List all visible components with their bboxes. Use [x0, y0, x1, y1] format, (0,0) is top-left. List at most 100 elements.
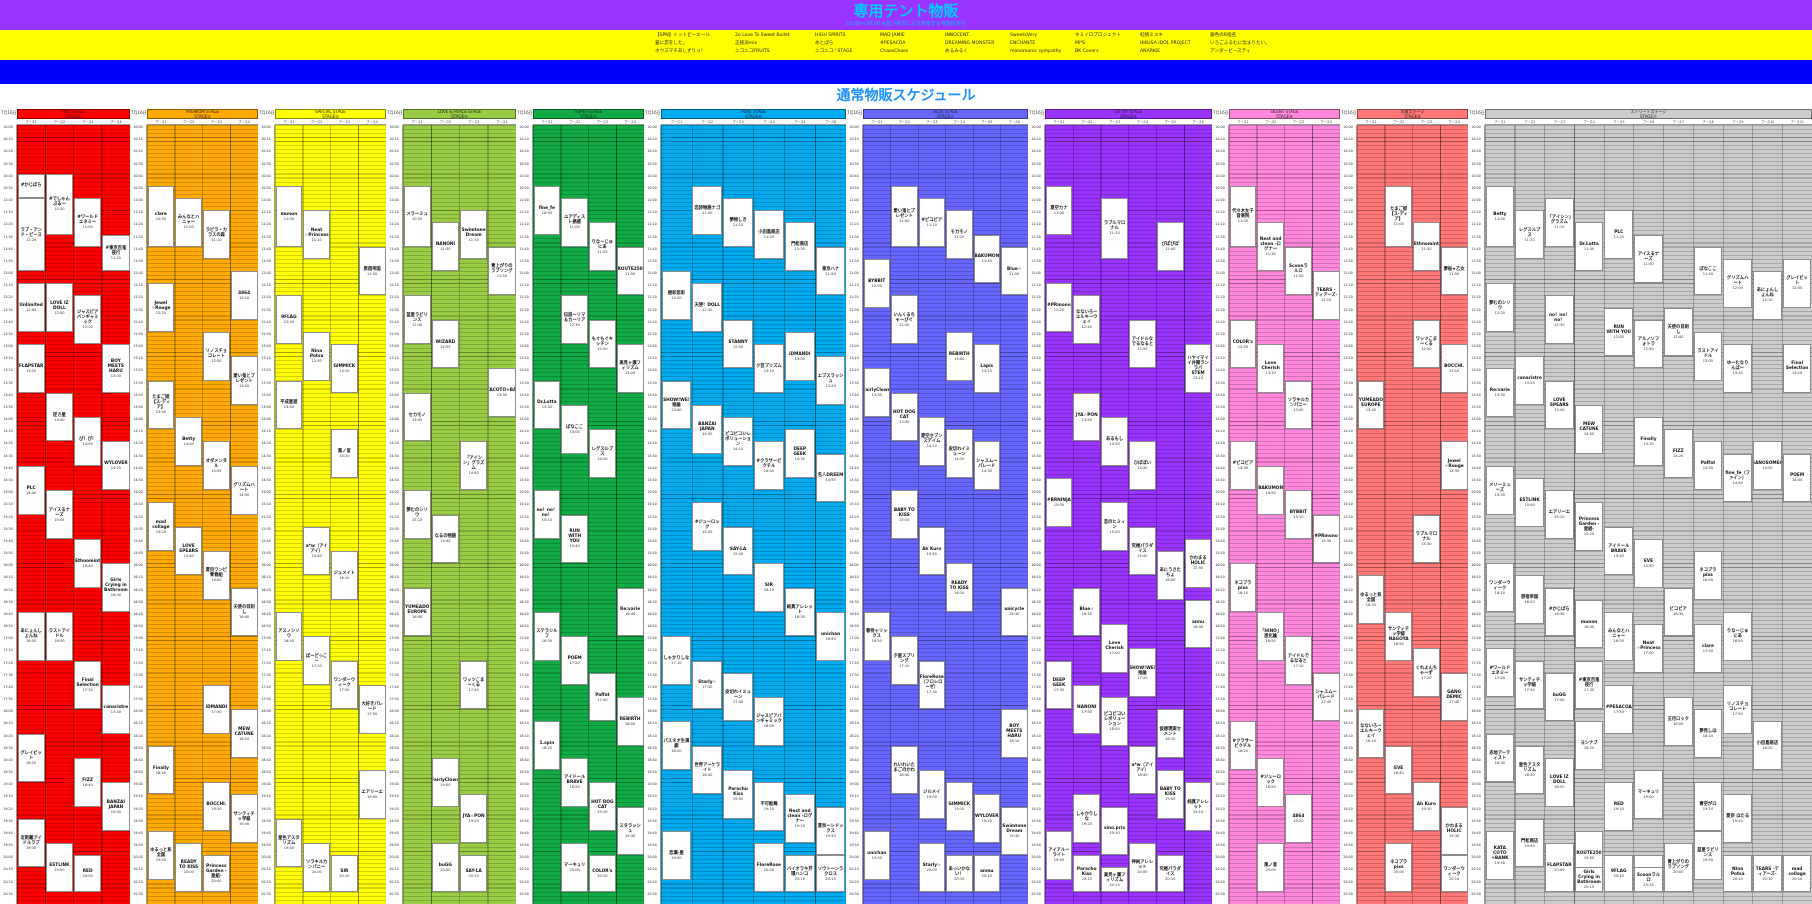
time-label: 20:10 [3, 867, 13, 872]
stage-date: 7月16日 [1213, 110, 1229, 115]
act-time: 13:40 [54, 417, 65, 422]
act-name: 五月ロック [1667, 716, 1689, 722]
act-name: #ビコビア [921, 217, 943, 223]
act-name: アスノシソウ [278, 629, 300, 640]
act-slot: ESTLINK 19:50 [45, 843, 73, 892]
act-name: NANONI [1077, 704, 1097, 710]
time-label: 16:00 [261, 563, 271, 568]
time-label: 19:30 [1471, 818, 1481, 823]
act-slot: FIZZ 14:20 [1663, 429, 1693, 478]
booth-label: ブース4 [238, 120, 250, 124]
act-name: ラビラ・カラスの森 [205, 227, 228, 238]
time-label: 15:30 [3, 526, 13, 531]
time-label: 10:50 [647, 185, 657, 190]
time-label: 10:00 [261, 125, 271, 129]
time-label: 13:40 [3, 392, 13, 397]
act-slot: なないろーエルキーウェイ 18:10 [1357, 709, 1385, 758]
time-label: 19:50 [1031, 843, 1041, 848]
act-time: 16:10 [339, 575, 350, 580]
act-time: 13:20 [1524, 381, 1535, 386]
act-slot: ラストアイドル 13:00 [1693, 331, 1723, 381]
act-slot: ハヤイマイイ井関ランラバ STEM 13:10 [1184, 344, 1212, 393]
act-time: 17:10 [899, 663, 910, 668]
time-label: 10:30 [519, 161, 529, 166]
time-label: 19:20 [261, 806, 271, 811]
time-label: 18:40 [849, 757, 859, 762]
act-slot: canaristre 13:20 [1515, 356, 1544, 405]
act-name: #PRmono [1047, 303, 1071, 309]
act-time: 14:30 [981, 468, 992, 473]
time-label: 17:40 [261, 684, 271, 689]
stage-date: 7月16日 [517, 110, 533, 115]
act-slot: 天使！DOLL 12:30 [692, 283, 723, 332]
time-label: 11:50 [133, 258, 143, 263]
booth-label: ブース3 [338, 120, 351, 124]
time-label: 17:30 [389, 672, 399, 677]
act-time: 12:50 [1421, 347, 1432, 352]
act-name: 皮切れイミューン [948, 446, 970, 457]
time-label: 18:40 [389, 757, 399, 762]
act-time: 11:50 [1702, 271, 1714, 276]
time-label: 11:50 [849, 258, 859, 263]
act-time: 12:00 [1732, 286, 1743, 291]
tent-header-bar: 専用テント物販 11:00〜20:00 ※並び状況により前後する可能性あり [0, 0, 1812, 30]
time-label: 12:30 [133, 307, 143, 312]
act-slot: Princess Garden -星組- 15:20 [1574, 502, 1604, 552]
time-label: 17:00 [3, 636, 13, 641]
time-column: 10:00 10:10 10:20 10:30 10:40 10:50 11:00 11:10… [644, 125, 661, 904]
act-time: 13:10 [1732, 371, 1743, 376]
tent-act: HIGH SPIRITS [815, 33, 846, 38]
time-label: 12:50 [3, 331, 13, 336]
time-label: 17:50 [1471, 697, 1481, 702]
time-label: 11:40 [1031, 246, 1041, 251]
act-time: 19:00 [440, 782, 451, 787]
booth-label: ブース4 [953, 120, 965, 124]
time-label: 18:50 [261, 770, 271, 775]
time-label: 10:10 [849, 137, 859, 142]
time-label: 17:40 [1215, 684, 1225, 689]
act-name: 夏奈ーシドックス [817, 823, 844, 834]
act-name: iDMANDI [789, 351, 811, 357]
act-slot: #PRmono 12:20 [1045, 283, 1073, 332]
act-time: 12:20 [1053, 308, 1065, 313]
stage-sub: STAGE③ [322, 113, 339, 119]
time-label: 14:40 [647, 465, 657, 470]
act-time: 17:30 [926, 690, 937, 695]
act-time: 11:30 [794, 247, 805, 252]
act-name: アイアルーライト [1048, 848, 1070, 859]
act-time: 18:10 [1702, 734, 1714, 739]
act-time: 15:10 [1554, 515, 1565, 519]
tent-lineup-band: 【SPN】トットピーエール 2o Love To Sweet Bullet HIGH… [0, 30, 1812, 60]
time-label: 11:30 [261, 234, 271, 239]
act-slot: 夏奈ーシドックス 19:30 [815, 806, 846, 856]
time-label: 17:50 [1031, 697, 1041, 702]
time-label: 17:10 [849, 648, 859, 653]
act-name: オダメンタル [205, 458, 228, 469]
time-label: 15:00 [133, 490, 143, 495]
act-slot: 高見ヶ瀬フィリズム 13:20 [616, 344, 644, 393]
act-time: 15:30 [1320, 539, 1332, 544]
time-label: 19:40 [261, 830, 271, 835]
act-time: 13:00 [110, 373, 122, 378]
act-slot: HOT DOG CAT 13:50 [891, 392, 918, 442]
time-label: 19:30 [519, 818, 529, 823]
time-label: 20:10 [1471, 867, 1481, 872]
time-label: 11:40 [647, 246, 657, 251]
time-label: 11:50 [647, 258, 657, 263]
time-label: 14:20 [1343, 441, 1353, 446]
time-label: 11:30 [1343, 234, 1353, 239]
time-label: 13:40 [1031, 392, 1041, 397]
time-label: 10:40 [389, 173, 399, 178]
time-label: 16:20 [133, 587, 143, 592]
time-label: 11:20 [1471, 222, 1481, 227]
time-label: 17:10 [261, 648, 271, 653]
time-label: 14:20 [849, 441, 859, 446]
act-name: JYA☆PON [462, 814, 485, 820]
act-slot: Final Selection 13:10 [1782, 344, 1812, 393]
act-time: 20:00 [569, 867, 580, 872]
time-label: 19:50 [647, 843, 657, 848]
act-time: 11:20 [1613, 235, 1624, 240]
act-name: SAY-LA [729, 546, 747, 552]
act-slot: アイドールBRAVE 18:50 [561, 757, 588, 807]
time-label: 12:40 [261, 319, 271, 324]
